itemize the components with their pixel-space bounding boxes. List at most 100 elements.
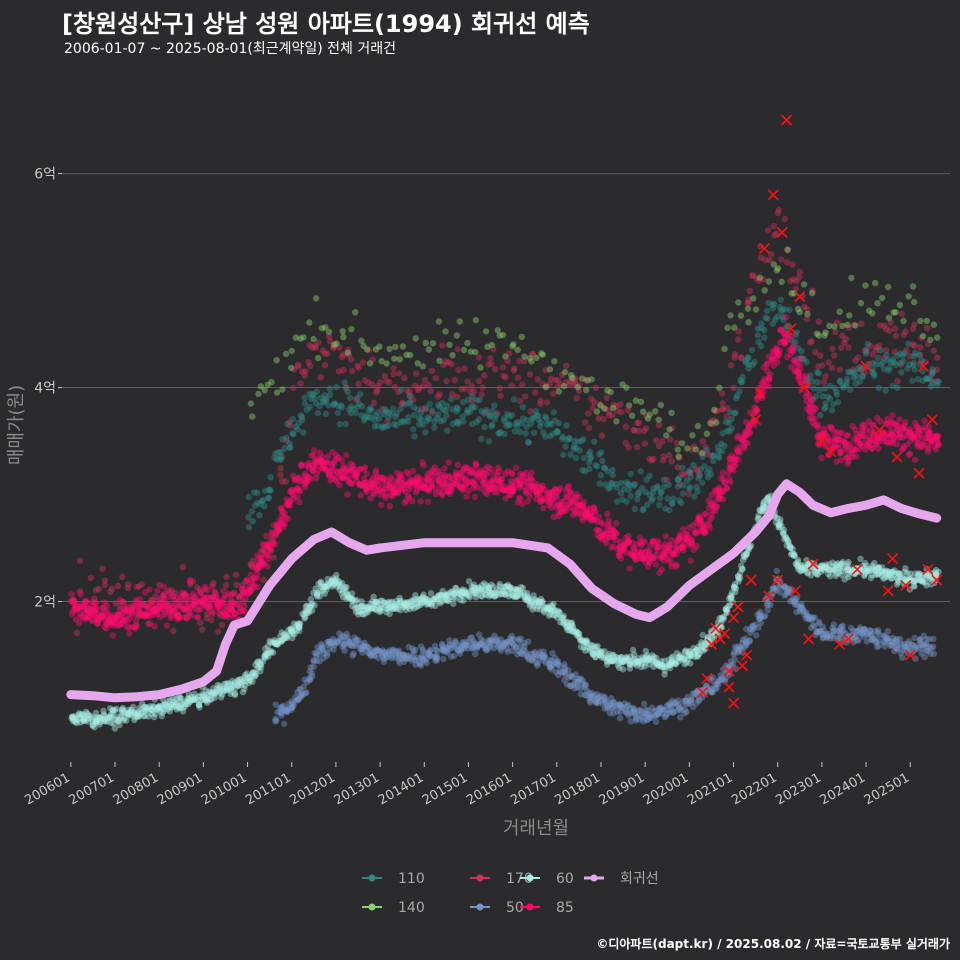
point-series-85: [444, 483, 452, 490]
point-series-85: [406, 477, 414, 484]
point-series-110: [778, 308, 785, 315]
point-series-110: [362, 412, 370, 419]
point-series-170: [187, 581, 194, 588]
point-series-110: [265, 486, 273, 494]
point-series-85: [599, 532, 606, 539]
point-series-85: [191, 600, 199, 607]
point-series-85: [731, 458, 738, 465]
point-series-50: [929, 643, 937, 650]
point-series-85: [495, 464, 502, 471]
point-series-85: [132, 625, 139, 632]
point-series-50: [289, 703, 296, 710]
point-series-170: [855, 354, 862, 361]
point-series-85: [458, 473, 465, 481]
point-series-170: [676, 480, 683, 487]
point-series-170: [189, 578, 197, 585]
point-series-170: [585, 410, 592, 417]
point-series-85: [769, 348, 776, 355]
point-series-50: [534, 662, 541, 669]
point-series-110: [660, 476, 668, 483]
point-series-110: [523, 416, 531, 424]
point-series-110: [311, 395, 318, 402]
point-series-85: [732, 461, 739, 469]
point-series-85: [782, 337, 789, 345]
point-series-85: [103, 620, 111, 628]
point-series-85: [69, 610, 76, 618]
point-series-170: [630, 427, 638, 434]
point-series-85: [530, 483, 538, 491]
point-series-85: [632, 556, 639, 563]
point-series-85: [496, 468, 503, 475]
point-series-85: [616, 550, 623, 557]
point-series-85: [325, 453, 332, 460]
point-series-140: [909, 283, 917, 290]
point-series-85: [506, 492, 513, 499]
point-series-110: [496, 430, 503, 437]
point-series-85: [102, 625, 110, 632]
point-series-110: [481, 423, 488, 431]
point-series-85: [340, 473, 348, 481]
point-series-85: [698, 528, 705, 535]
point-series-85: [599, 531, 607, 538]
point-series-110: [570, 445, 578, 453]
point-series-170: [750, 272, 757, 279]
point-series-170: [911, 342, 918, 349]
point-series-85: [683, 537, 690, 544]
point-series-110: [361, 417, 368, 424]
point-series-140: [261, 387, 268, 394]
point-series-170: [164, 587, 172, 594]
point-series-110: [894, 384, 901, 391]
point-series-110: [487, 412, 494, 419]
point-series-140: [752, 306, 760, 313]
point-series-110: [769, 305, 777, 312]
point-series-170: [613, 402, 620, 409]
point-series-85: [574, 499, 581, 507]
point-series-85: [186, 593, 194, 600]
point-series-85: [724, 470, 732, 477]
point-series-85: [394, 479, 401, 487]
point-series-110: [919, 377, 926, 384]
point-series-85: [176, 597, 184, 605]
point-series-85: [325, 471, 332, 478]
point-series-85: [425, 487, 433, 495]
point-series-110: [745, 355, 752, 362]
point-series-110: [904, 365, 911, 372]
point-series-85: [326, 469, 333, 476]
point-series-170: [76, 557, 84, 564]
point-series-170: [85, 607, 92, 614]
point-series-85: [126, 615, 134, 622]
point-series-85: [207, 600, 214, 608]
point-series-170: [793, 278, 800, 285]
point-series-85: [424, 486, 431, 494]
point-series-170: [152, 605, 159, 612]
point-series-85: [209, 609, 217, 616]
point-series-85: [231, 610, 239, 617]
point-series-110: [883, 351, 890, 359]
point-series-85: [717, 475, 724, 482]
point-series-140: [637, 398, 645, 405]
point-series-85: [138, 612, 145, 619]
point-series-85: [445, 473, 452, 480]
point-series-85: [116, 606, 124, 614]
point-series-85: [490, 474, 497, 482]
point-series-170: [210, 580, 217, 587]
point-series-110: [780, 316, 787, 324]
point-series-85: [726, 476, 733, 483]
point-series-85: [135, 608, 143, 615]
point-series-85: [289, 486, 296, 494]
point-series-85: [675, 535, 683, 543]
point-series-60: [782, 534, 789, 541]
point-series-85: [402, 482, 409, 489]
point-series-170: [398, 400, 406, 408]
point-series-85: [217, 598, 225, 606]
point-series-140: [800, 281, 808, 288]
point-series-85: [670, 549, 677, 557]
point-series-85: [411, 479, 419, 486]
point-series-85: [707, 501, 714, 508]
point-series-85: [217, 606, 224, 613]
point-series-170: [770, 222, 777, 230]
point-series-170: [819, 362, 826, 369]
point-series-110: [519, 403, 526, 411]
point-series-110: [257, 500, 264, 508]
point-series-110: [422, 429, 429, 436]
